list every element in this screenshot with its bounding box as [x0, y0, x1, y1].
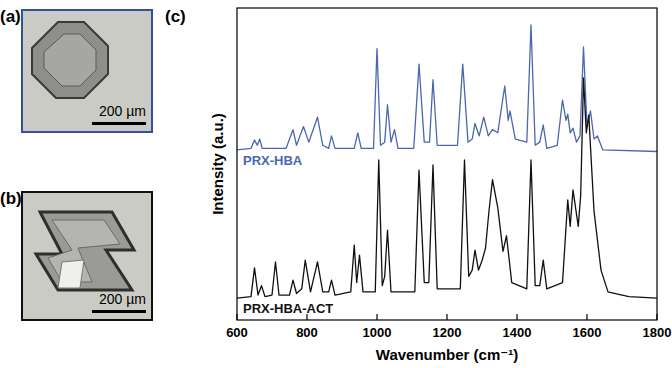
spectrum-line	[237, 25, 657, 152]
panel-label: (a)	[0, 7, 21, 26]
series-label: PRX-HBA	[243, 153, 303, 168]
x-tick-label: 1200	[433, 325, 462, 340]
spectrum-line	[237, 78, 657, 298]
x-tick	[446, 314, 447, 320]
scale-bar	[92, 310, 146, 313]
y-axis-title: Intensity (a.u.)	[209, 113, 226, 215]
crystal-face	[48, 220, 120, 282]
x-tick	[376, 314, 377, 320]
x-tick	[656, 314, 657, 320]
image-panel: (b) 200 µm	[0, 189, 152, 320]
panel-label: (c)	[165, 7, 186, 26]
x-tick	[236, 314, 237, 320]
x-tick-label: 1000	[363, 325, 392, 340]
micrograph	[22, 192, 152, 320]
figure: (a) 200 µm (b) 200 µm (c) PRX-HBA PRX-HBA-ACT 6…	[0, 0, 672, 368]
x-tick-label: 1800	[643, 325, 672, 340]
series-label: PRX-HBA-ACT	[243, 301, 333, 316]
scale-bar	[92, 122, 146, 125]
x-tick-label: 1400	[503, 325, 532, 340]
plot-frame	[237, 8, 657, 320]
scale-bar-label: 200 µm	[99, 103, 146, 119]
x-tick-label: 1600	[573, 325, 602, 340]
x-tick	[516, 314, 517, 320]
x-tick	[586, 314, 587, 320]
crystal-face	[58, 260, 84, 288]
crystal	[36, 212, 134, 290]
x-tick	[306, 314, 307, 320]
x-tick-label: 800	[296, 325, 318, 340]
micrograph	[22, 10, 152, 132]
crystal	[32, 22, 108, 98]
scale-bar-label: 200 µm	[99, 291, 146, 307]
x-axis-title: Wavenumber (cm⁻¹)	[376, 346, 518, 363]
panel-label: (b)	[0, 189, 22, 208]
image-panel: (a) 200 µm	[0, 7, 152, 132]
plot-data	[237, 25, 657, 298]
crystal-face	[44, 34, 96, 86]
x-tick-label: 600	[226, 325, 248, 340]
